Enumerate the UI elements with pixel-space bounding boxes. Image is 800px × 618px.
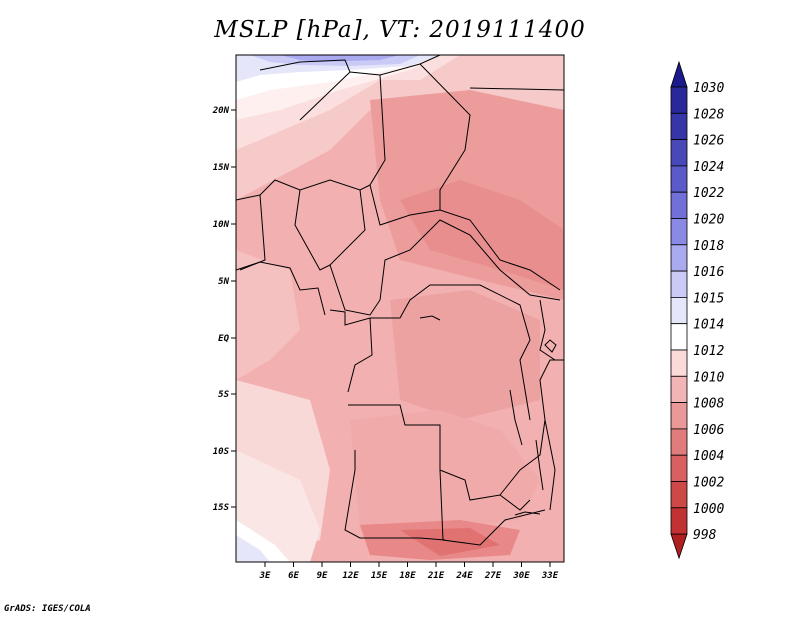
colorbar-level-label: 1026: [693, 134, 724, 149]
colorbar-level-label: 1020: [693, 213, 724, 228]
colorbar-swatch: [670, 112, 688, 141]
colorbar-level-label: 1000: [693, 502, 724, 517]
pressure-field: [236, 55, 564, 562]
colorbar-swatch: [670, 218, 688, 246]
colorbar-swatch: [670, 270, 688, 298]
lat-tick-label: 10N: [213, 220, 230, 230]
lakes: [419, 315, 557, 516]
colorbar-level-label: 1008: [693, 397, 724, 412]
colorbar-level-label: 1004: [693, 449, 724, 464]
colorbar-level-label: 998: [693, 528, 717, 543]
lon-tick-label: 6E: [288, 571, 299, 581]
colorbar-min-arrow: [670, 533, 688, 560]
lon-tick-label: 3E: [259, 571, 271, 581]
colorbar-level-label: 1002: [693, 476, 724, 491]
colorbar-swatch: [670, 454, 688, 482]
colorbar-level-label: 1016: [693, 265, 724, 280]
colorbar-level-label: 1028: [693, 107, 724, 122]
lon-tick-label: 21E: [427, 571, 445, 581]
lat-tick-label: 15S: [213, 503, 230, 513]
colorbar-level-label: 1030: [693, 81, 724, 96]
country-borders: [236, 55, 564, 546]
colorbar-swatch: [670, 375, 688, 403]
map-frame: [235, 54, 565, 563]
page-title: MSLP [hPa], VT: 2019111400: [214, 17, 586, 43]
latitude-axis: 20N 15N 10N 5N EQ 5S 10S 15S: [212, 106, 236, 513]
colorbar-level-label: 1012: [693, 344, 724, 359]
colorbar-level-label: 1014: [693, 318, 724, 333]
lon-tick-label: 27E: [484, 571, 502, 581]
colorbar-swatch: [670, 507, 688, 535]
colorbar-swatch: [670, 191, 688, 219]
credit-label: GrADS: IGES/COLA: [4, 604, 91, 614]
lon-tick-label: 9E: [317, 571, 328, 581]
colorbar-swatch: [670, 402, 688, 430]
colorbar-swatch: [670, 323, 688, 351]
colorbar-swatch: [670, 244, 688, 272]
lon-tick-label: 18E: [399, 571, 416, 581]
colorbar-max-arrow: [670, 60, 688, 88]
colorbar-level-label: 1018: [693, 239, 724, 254]
lat-tick-label: EQ: [218, 334, 229, 344]
lon-tick-label: 15E: [371, 571, 388, 581]
colorbar-level-label: 1015: [693, 291, 724, 306]
colorbar-swatch: [670, 481, 688, 509]
colorbar-level-label: 1006: [693, 423, 724, 438]
lat-tick-label: 5S: [218, 390, 229, 400]
lat-tick-label: 20N: [212, 106, 230, 116]
lat-tick-label: 5N: [218, 277, 229, 287]
colorbar-swatch: [670, 296, 688, 325]
longitude-axis: 3E 6E 9E 12E 15E 18E 21E 24E 27E 30E 33E: [259, 562, 559, 581]
lon-tick-label: 33E: [541, 571, 559, 581]
colorbar-swatch: [670, 349, 688, 377]
colorbar-swatch: [670, 165, 688, 193]
lon-tick-label: 12E: [342, 571, 359, 581]
colorbar-level-label: 1024: [693, 160, 724, 175]
lat-tick-label: 10S: [213, 447, 230, 457]
lon-tick-label: 24E: [455, 571, 473, 581]
lat-tick-label: 15N: [213, 163, 230, 173]
colorbar-level-label: 1022: [693, 186, 724, 201]
lon-tick-label: 30E: [512, 571, 530, 581]
colorbar-level-label: 1010: [693, 370, 724, 385]
colorbar-swatch: [670, 86, 688, 114]
colorbar-swatch: [670, 139, 688, 167]
colorbar-swatch: [670, 428, 688, 456]
